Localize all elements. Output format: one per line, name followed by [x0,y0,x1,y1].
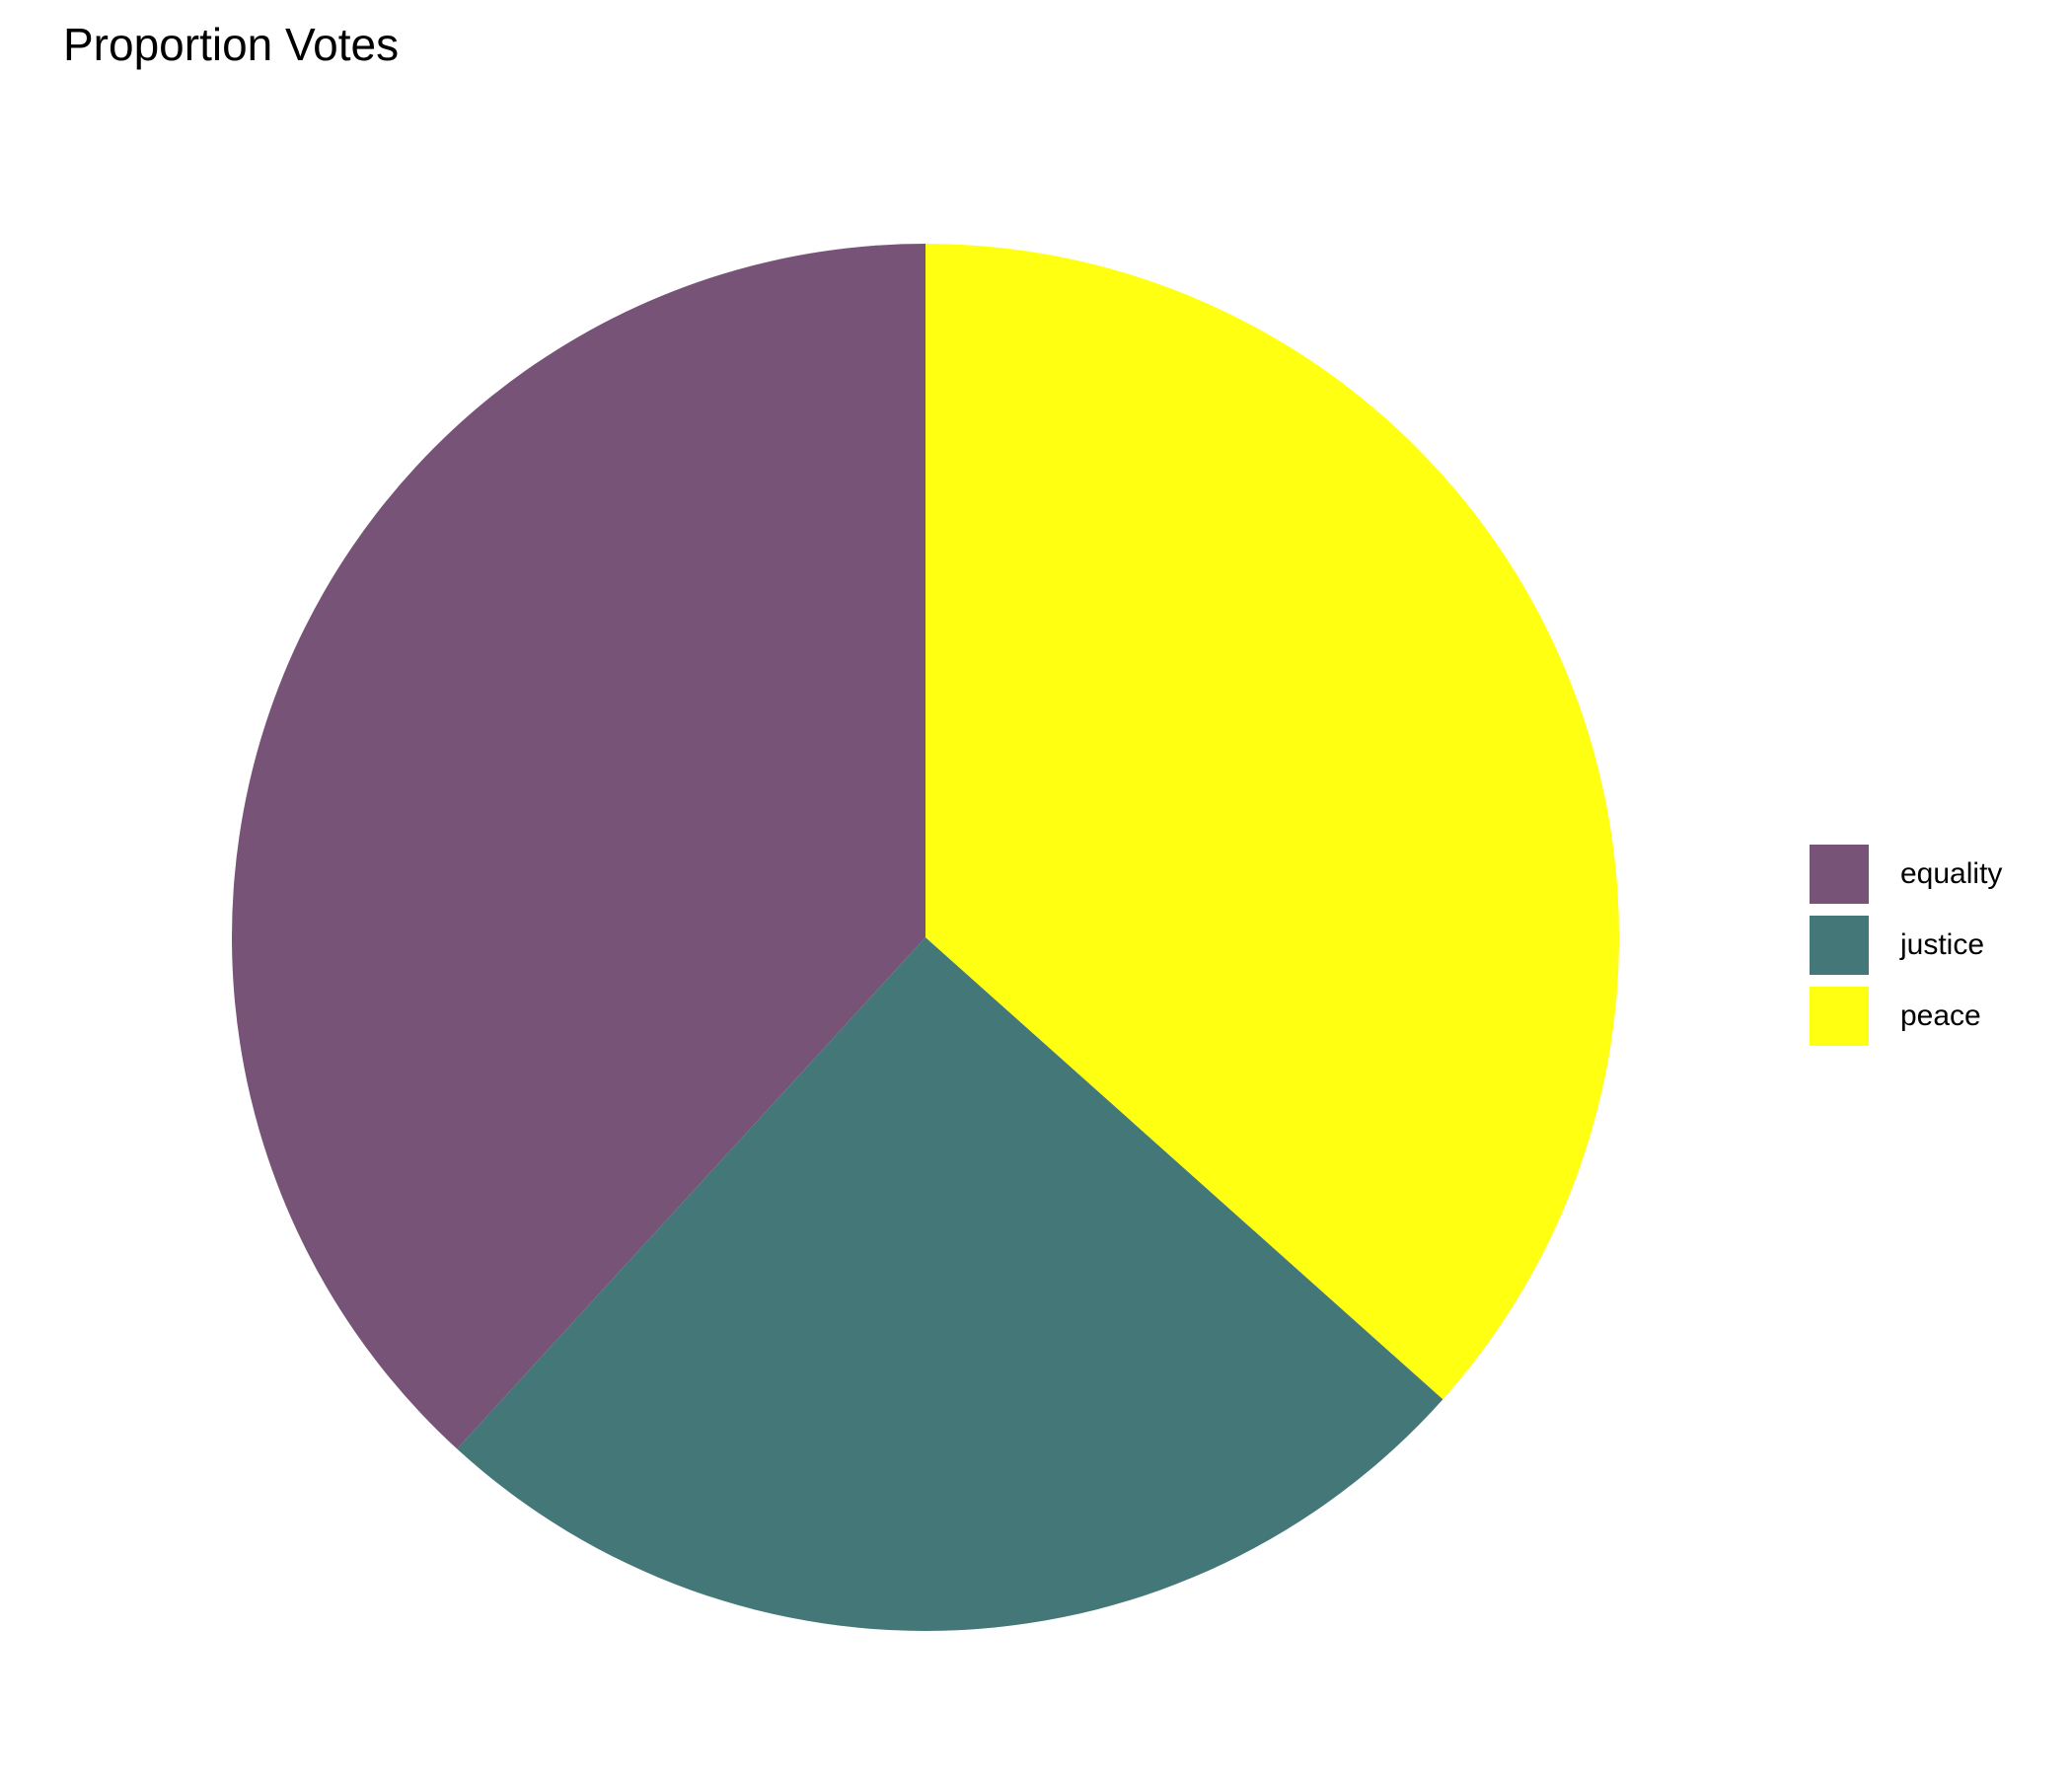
pie-slice-equality [232,244,925,1449]
chart-title: Proportion Votes [63,19,400,70]
legend-label-equality: equality [1900,857,2003,890]
legend-key-justice [1808,914,1871,977]
legend-label-peace: peace [1900,999,1981,1032]
legend-key-equality [1808,843,1871,906]
legend-key-peace [1808,985,1871,1048]
legend-item-peace: peace [1808,981,2002,1052]
legend-item-justice: justice [1808,910,2002,981]
legend-label-justice: justice [1900,928,1985,961]
pie-slice-justice [457,937,1443,1631]
pie-slices [232,244,1619,1631]
legend-item-equality: equality [1808,839,2002,910]
legend: equality justice peace [1808,839,2002,1052]
pie-slice-peace [925,244,1619,1400]
